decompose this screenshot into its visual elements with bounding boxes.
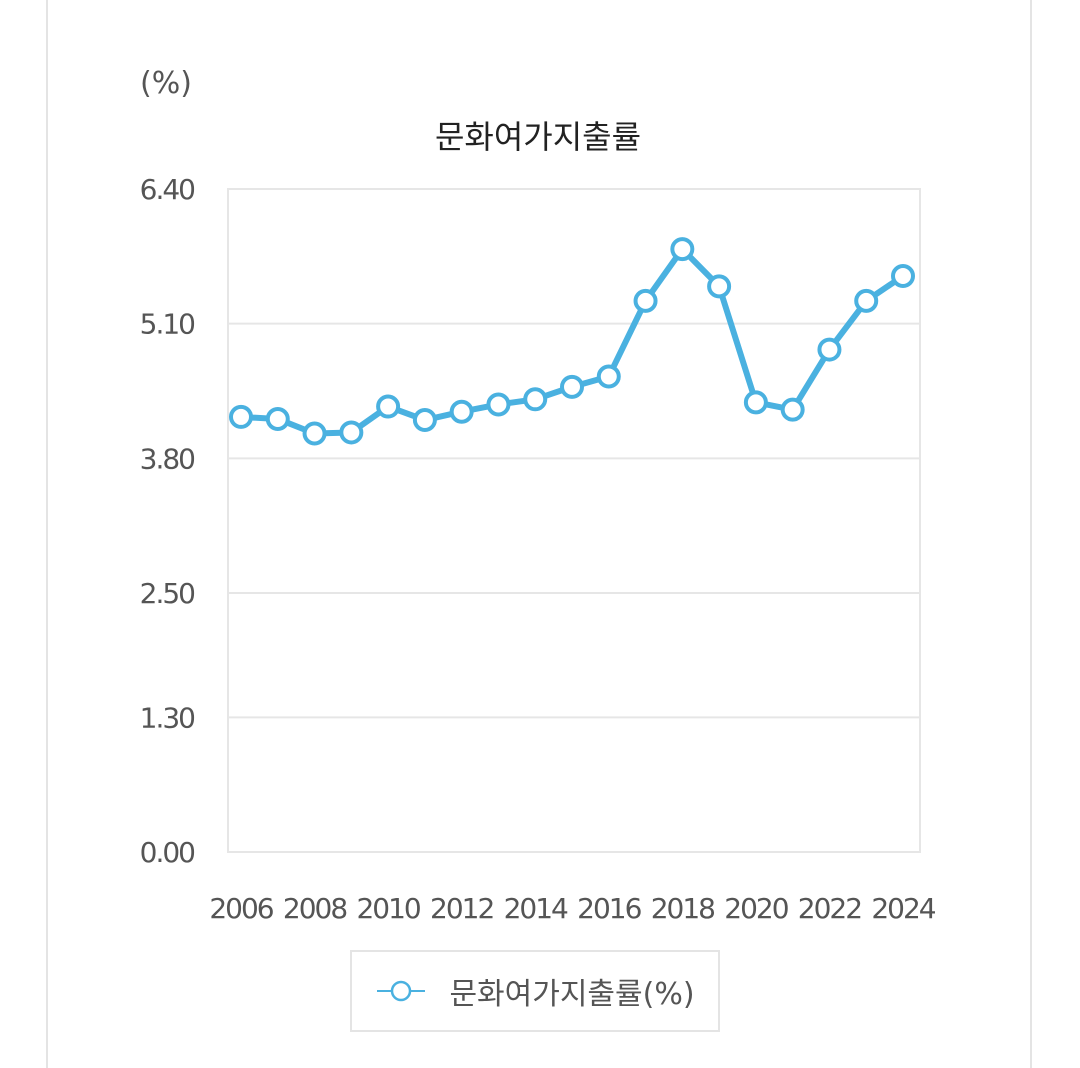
data-point [707,274,732,299]
x-tick-label: 2006 [209,892,273,925]
data-point [302,421,327,446]
x-tick-label: 2022 [798,892,861,925]
x-tick-label: 2014 [504,892,568,925]
grid-lines [228,188,920,853]
data-point [891,264,915,289]
x-tick-label: 2016 [577,892,641,925]
data-point [376,394,401,419]
data-point [817,337,842,362]
x-tick-label: 2008 [283,892,346,925]
x-axis-ticks: 2006 2008 2010 2012 2014 2016 2018 2020 2022 2024 [209,892,937,925]
x-tick-label: 2024 [871,892,935,925]
data-point [486,392,511,417]
legend: 문화여가지출률(%) [350,950,720,1032]
y-tick-label: 0.00 [140,836,195,869]
y-tick-label: 3.80 [140,442,195,475]
data-point [229,404,253,429]
unit-label: (%) [140,66,192,101]
legend-label: 문화여가지출률(%) [449,977,695,1012]
chart-card [46,0,1032,1068]
legend-marker-icon [377,980,426,1002]
data-point [670,237,695,262]
line-chart: (%) 문화여가지출률 0.00 1.30 2.50 3.80 5.10 6.40 200… [140,66,938,925]
y-tick-label: 1.30 [140,701,195,734]
data-point [780,397,805,422]
y-axis-ticks: 0.00 1.30 2.50 3.80 5.10 6.40 [140,173,197,869]
plot-area-border [227,188,921,853]
x-tick-label: 2010 [356,892,419,925]
x-tick-label: 2018 [651,892,714,925]
series-points [229,237,915,446]
data-point [596,364,621,389]
data-point [854,288,879,313]
y-tick-label: 6.40 [140,173,195,206]
x-tick-label: 2020 [724,892,787,925]
data-point [523,387,548,412]
data-point [743,390,768,415]
data-point [339,420,364,445]
data-point [449,399,474,424]
data-point [412,408,437,433]
data-point [560,374,584,399]
y-tick-label: 5.10 [140,308,195,341]
data-point [265,406,290,431]
x-tick-label: 2012 [430,892,493,925]
y-tick-label: 2.50 [140,577,195,610]
chart-title: 문화여가지출률 [435,118,641,156]
data-point [633,288,658,313]
